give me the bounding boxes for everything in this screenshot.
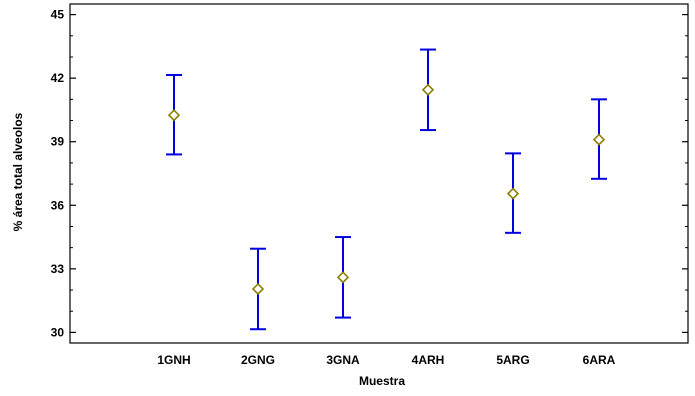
diamond-icon bbox=[336, 271, 350, 284]
y-tick-labels: 30 33 36 39 42 45 bbox=[51, 8, 65, 340]
plot-frame-group bbox=[69, 3, 689, 344]
y-tick-label: 33 bbox=[51, 262, 65, 276]
x-axis-title: Muestra bbox=[359, 374, 405, 388]
x-tick-labels: 1GNH 2GNG 3GNA 4ARH 5ARG 6ARA bbox=[157, 353, 615, 367]
ticks-group bbox=[70, 13, 688, 334]
y-tick-label: 45 bbox=[51, 8, 65, 22]
mean-markers bbox=[167, 83, 606, 296]
x-tick-label: 2GNG bbox=[241, 353, 275, 367]
y-tick-label: 39 bbox=[51, 135, 65, 149]
plot-frame bbox=[69, 3, 689, 344]
y-axis-title: % área total alveolos bbox=[11, 112, 25, 231]
x-tick-label: 4ARH bbox=[412, 353, 445, 367]
diamond-icon bbox=[251, 282, 265, 296]
x-tick-label: 5ARG bbox=[496, 353, 529, 367]
diamond-icon bbox=[506, 187, 520, 200]
x-tick-label: 3GNA bbox=[326, 353, 360, 367]
diamond-icon bbox=[592, 133, 606, 146]
y-tick-label: 42 bbox=[51, 71, 65, 85]
y-tick-label: 30 bbox=[51, 325, 65, 339]
x-tick-label: 1GNH bbox=[157, 353, 190, 367]
x-tick-label: 6ARA bbox=[583, 353, 616, 367]
diamond-icon bbox=[421, 83, 435, 96]
y-tick-label: 36 bbox=[51, 198, 65, 212]
diamond-icon bbox=[167, 109, 181, 122]
